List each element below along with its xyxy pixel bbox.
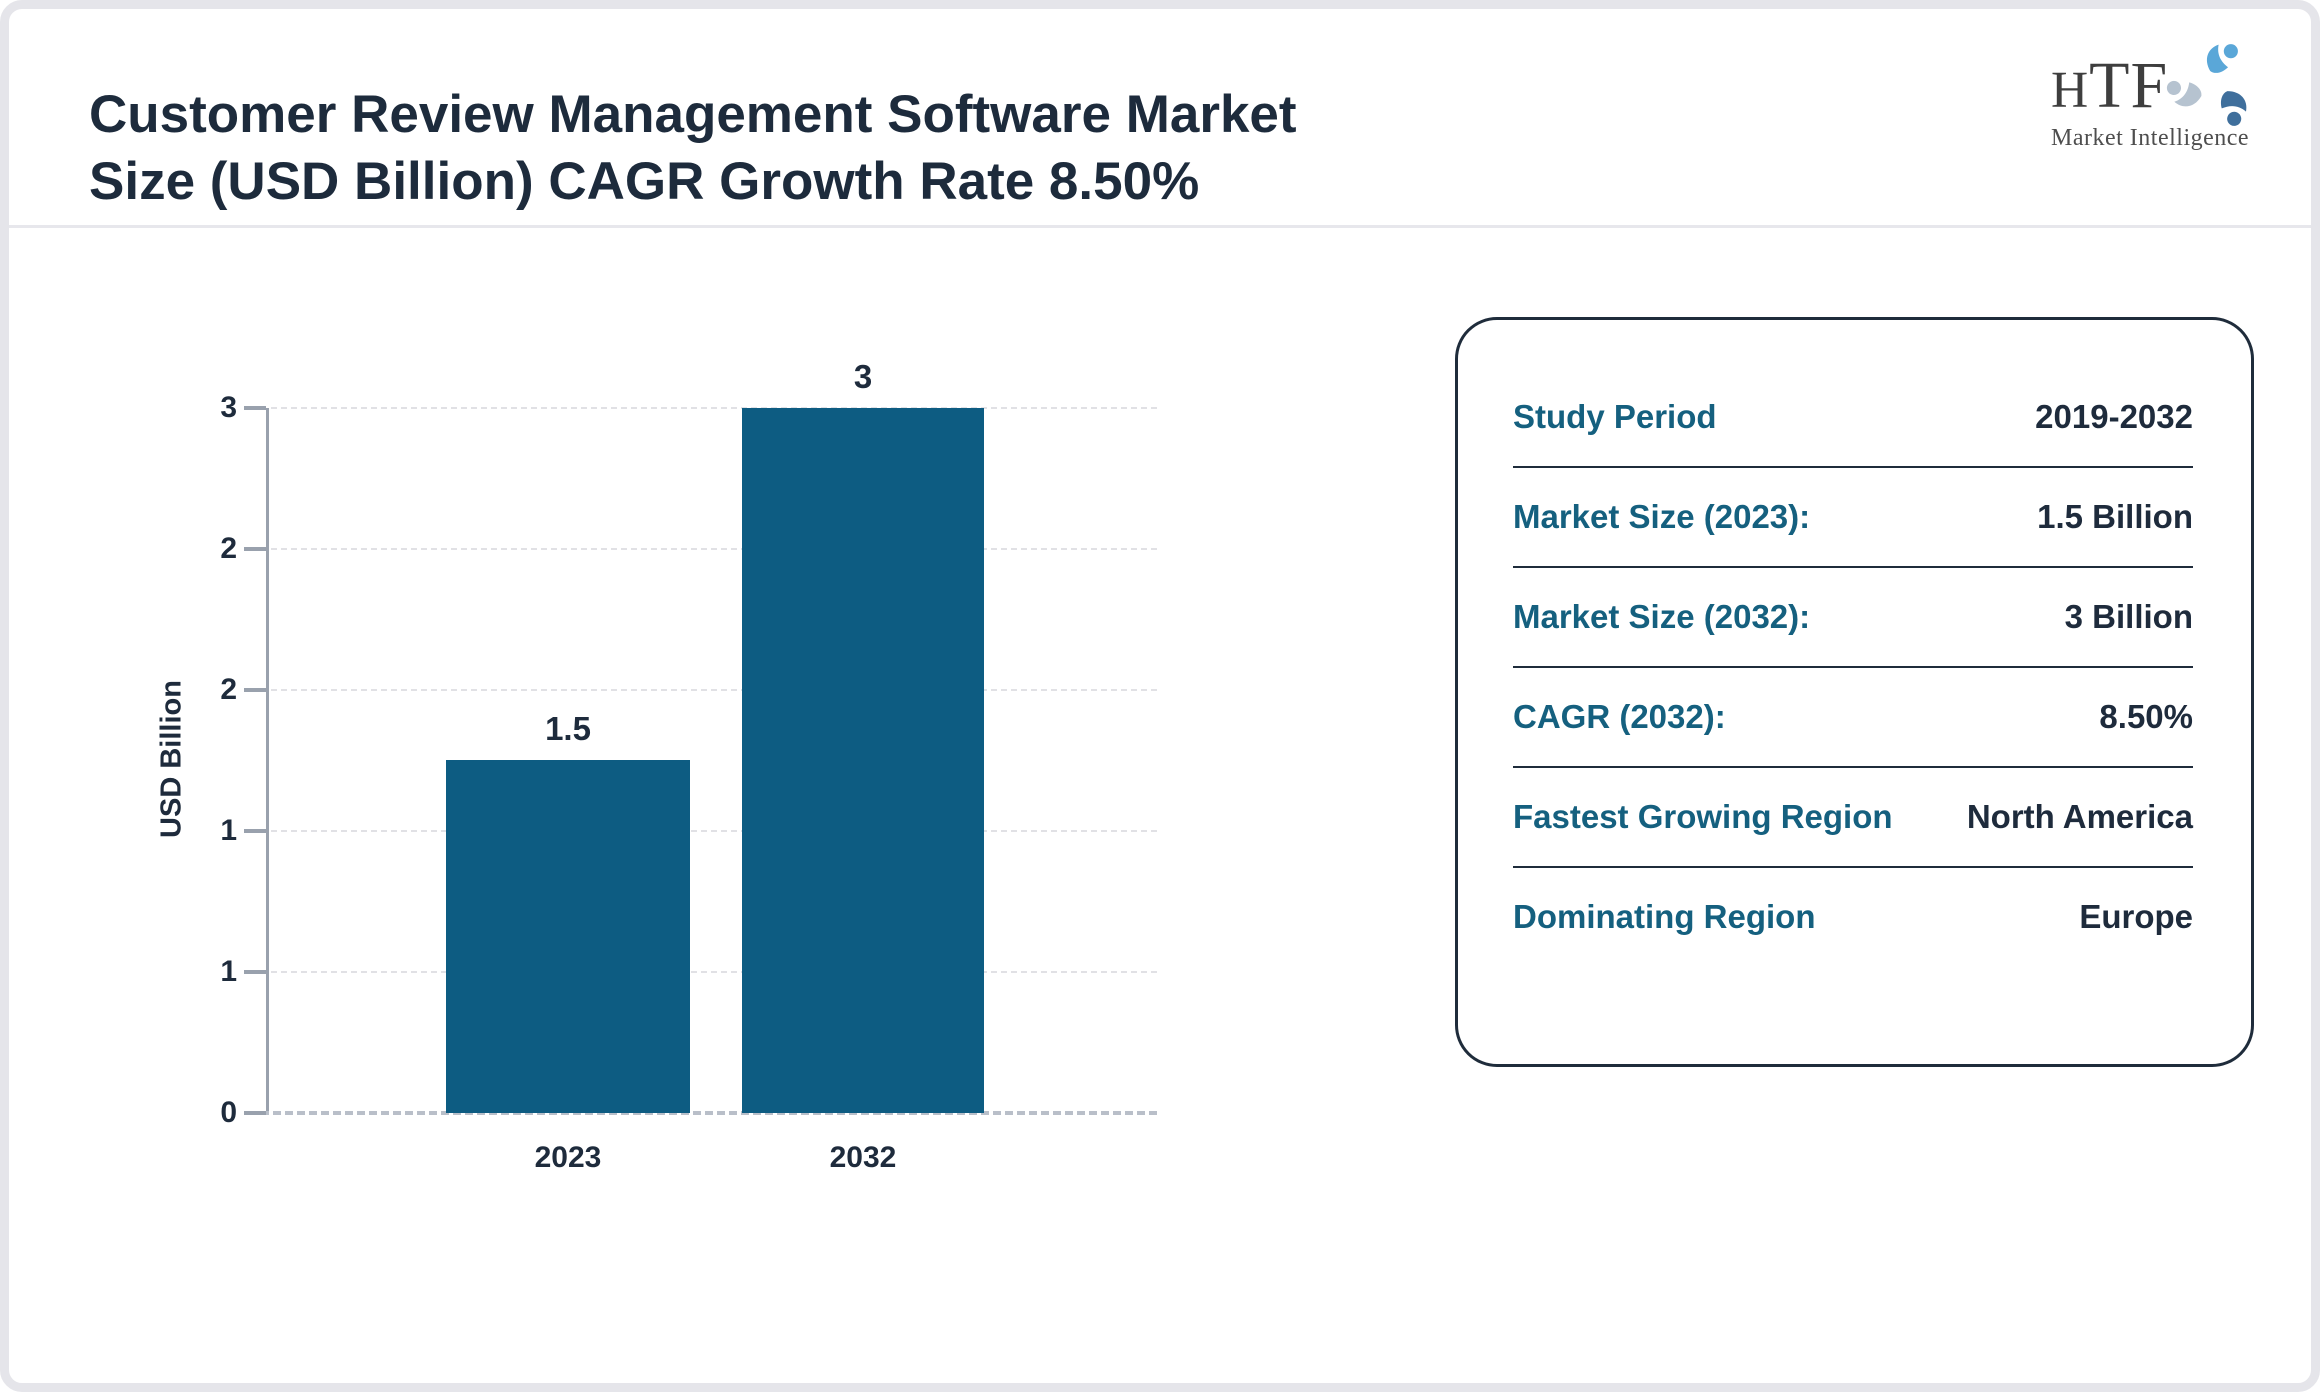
bar-2023 bbox=[446, 760, 690, 1113]
gridline bbox=[271, 689, 1157, 691]
page-title-line1: Customer Review Management Software Mark… bbox=[89, 84, 1297, 144]
y-tick-label: 1 bbox=[220, 814, 237, 847]
x-axis-baseline bbox=[249, 1111, 1157, 1115]
logo-subtitle: Market Intelligence bbox=[2051, 125, 2250, 151]
htf-logo: HTF Market Intelligence bbox=[2051, 39, 2261, 152]
logo-row: HTF bbox=[2051, 39, 2261, 133]
y-tick-label: 3 bbox=[220, 391, 237, 424]
info-row-label: CAGR (2032): bbox=[1513, 698, 1726, 735]
info-row: CAGR (2032): 8.50% bbox=[1513, 668, 2193, 768]
x-tick-label: 2032 bbox=[829, 1141, 897, 1174]
info-panel: Study Period 2019-2032 Market Size (2023):… bbox=[1455, 317, 2254, 1067]
y-axis-tick bbox=[244, 547, 266, 551]
bar-2032 bbox=[742, 408, 984, 1113]
x-tick-label: 2023 bbox=[534, 1141, 602, 1174]
gridline bbox=[271, 407, 1157, 409]
gridline bbox=[271, 971, 1157, 973]
info-row: Market Size (2032): 3 Billion bbox=[1513, 568, 2193, 668]
logo-swirl-icon bbox=[2167, 44, 2247, 126]
y-axis-tick bbox=[244, 688, 266, 692]
bar-value-label: 3 bbox=[853, 358, 873, 395]
plot-area: 3 2 2 1 1 0 1.5 2023 3 2032 bbox=[220, 358, 1157, 1174]
info-row-label: Market Size (2032): bbox=[1513, 598, 1811, 635]
bar-value-label: 1.5 bbox=[545, 710, 591, 747]
y-tick-label: 2 bbox=[220, 532, 237, 565]
info-row-value: 2019-2032 bbox=[2035, 398, 2193, 435]
info-row: Market Size (2023): 1.5 Billion bbox=[1513, 468, 2193, 568]
y-axis-tick bbox=[244, 970, 266, 974]
y-tick-label: 0 bbox=[220, 1096, 237, 1129]
y-tick-label: 2 bbox=[220, 673, 237, 706]
info-row-label: Fastest Growing Region bbox=[1513, 798, 1893, 835]
header-divider bbox=[9, 225, 2311, 228]
y-tick-label: 1 bbox=[220, 955, 237, 988]
info-row-value: North America bbox=[1966, 798, 2193, 835]
gridline bbox=[271, 830, 1157, 832]
logo-text: HTF bbox=[2051, 49, 2169, 122]
info-row: Dominating Region Europe bbox=[1513, 868, 2193, 966]
page-title-line2: Size (USD Billion) CAGR Growth Rate 8.50… bbox=[89, 151, 1200, 211]
info-row: Study Period 2019-2032 bbox=[1513, 368, 2193, 468]
y-axis-tick bbox=[244, 1111, 266, 1115]
gridline bbox=[271, 548, 1157, 550]
info-row-label: Market Size (2023): bbox=[1513, 498, 1811, 535]
y-axis-tick bbox=[244, 406, 266, 410]
page-title: Customer Review Management Software Mark… bbox=[89, 81, 1297, 215]
info-row-value: 1.5 Billion bbox=[2037, 498, 2193, 535]
info-row-value: Europe bbox=[2079, 898, 2193, 935]
info-row-value: 8.50% bbox=[2099, 698, 2193, 735]
info-row-label: Study Period bbox=[1513, 398, 1717, 435]
info-row: Fastest Growing Region North America bbox=[1513, 768, 2193, 868]
info-row-label: Dominating Region bbox=[1513, 898, 1816, 935]
y-axis-tick bbox=[244, 829, 266, 833]
info-row-value: 3 Billion bbox=[2064, 598, 2193, 635]
